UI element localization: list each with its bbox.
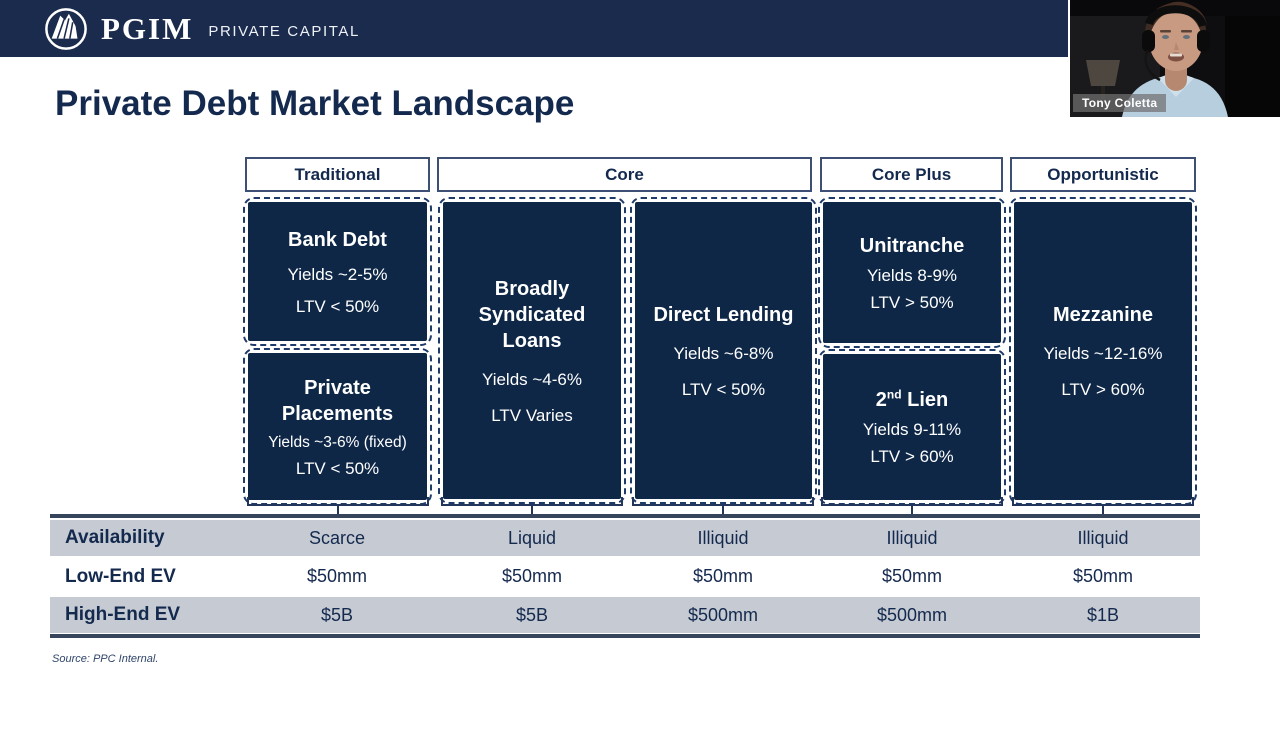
category-label: Core	[605, 164, 644, 184]
table-row-high-end-ev: High-End EV $5B $5B $500mm $500mm $1B	[50, 597, 1200, 633]
cell-availability-opportunistic: Illiquid	[1077, 527, 1129, 548]
box-mezzanine: Mezzanine Yields ~12-16% LTV > 60%	[1009, 197, 1197, 505]
box-ltv: LTV < 50%	[295, 458, 380, 478]
connector-bracket	[441, 497, 623, 506]
category-header-core: Core	[437, 157, 812, 192]
cell-low-ev-opportunistic: $50mm	[1072, 566, 1134, 586]
cell-low-ev-bsl: $50mm	[501, 566, 563, 586]
cell-high-ev-bsl: $5B	[515, 604, 549, 625]
connector-bracket	[247, 497, 429, 506]
table-row-availability: Availability Scarce Liquid Illiquid Illi…	[50, 520, 1200, 556]
category-label: Opportunistic	[1047, 164, 1159, 184]
box-title: Unitranche	[859, 234, 965, 257]
box-ltv: LTV > 50%	[870, 292, 954, 312]
box-ltv: LTV < 50%	[295, 296, 380, 316]
connector-stem	[337, 506, 339, 516]
header-bar: PGIM PRIVATE CAPITAL	[0, 0, 1068, 57]
box-direct-lending: Direct Lending Yields ~6-8% LTV < 50%	[630, 197, 817, 504]
table-row-low-end-ev: Low-End EV $50mm $50mm $50mm $50mm $50mm	[50, 558, 1200, 595]
box-bank-debt: Bank Debt Yields ~2-5% LTV < 50%	[243, 197, 432, 346]
box-ltv: LTV Varies	[491, 405, 573, 425]
box-broadly-syndicated-loans: Broadly Syndicated Loans Yields ~4-6% LT…	[438, 197, 626, 504]
connector-stem	[911, 506, 913, 516]
pgim-logo: PGIM PRIVATE CAPITAL	[44, 7, 360, 51]
box-title: Mezzanine	[1052, 304, 1154, 326]
category-label: Core Plus	[871, 164, 952, 184]
box-yields: Yields ~3-6% (fixed)	[268, 433, 407, 451]
table-top-border	[50, 514, 1200, 518]
row-label: High-End EV	[65, 604, 181, 625]
webcam-tile[interactable]: Tony Coletta	[1070, 0, 1280, 117]
box-title: 2nd Lien	[875, 387, 949, 411]
connector-bracket	[632, 497, 814, 506]
lamp-silhouette	[1086, 60, 1120, 86]
cell-low-ev-core-plus: $50mm	[881, 566, 943, 586]
box-private-placements: Private Placements Yields ~3-6% (fixed) …	[243, 348, 432, 505]
cell-low-ev-traditional: $50mm	[306, 566, 368, 586]
box-ltv: LTV < 50%	[681, 379, 766, 399]
cell-availability-traditional: Scarce	[308, 527, 366, 548]
category-header-opportunistic: Opportunistic	[1010, 157, 1196, 192]
participant-name-badge: Tony Coletta	[1073, 94, 1167, 112]
cell-high-ev-traditional: $5B	[320, 604, 354, 625]
cell-availability-direct-lending: Illiquid	[697, 527, 749, 548]
box-yields: Yields 9-11%	[862, 420, 962, 439]
cell-availability-core-plus: Illiquid	[886, 527, 938, 548]
brand-suffix-text: PRIVATE CAPITAL	[208, 22, 360, 40]
cell-availability-bsl: Liquid	[507, 527, 557, 548]
box-ltv: LTV > 60%	[870, 447, 954, 466]
cell-low-ev-direct-lending: $50mm	[692, 566, 754, 586]
brand-text: PGIM	[101, 10, 194, 46]
box-title: Bank Debt	[288, 228, 387, 251]
box-title: Broadly Syndicated Loans	[478, 277, 586, 352]
box-yields: Yields ~2-5%	[287, 264, 388, 284]
category-header-traditional: Traditional	[245, 157, 430, 192]
row-label: Availability	[65, 527, 165, 548]
cell-high-ev-core-plus: $500mm	[876, 604, 948, 625]
connector-stem	[531, 506, 533, 516]
table-bottom-border	[50, 634, 1200, 638]
source-note: Source: PPC Internal.	[52, 653, 159, 665]
prudential-rock-icon	[45, 7, 87, 50]
box-yields: Yields ~6-8%	[673, 343, 774, 363]
box-second-lien: 2nd Lien Yields 9-11% LTV > 60%	[818, 349, 1006, 505]
box-ltv: LTV > 60%	[1061, 380, 1145, 399]
box-unitranche: Unitranche Yields 8-9% LTV > 50%	[818, 197, 1006, 348]
headphones-icon	[1145, 5, 1207, 28]
row-label: Low-End EV	[65, 565, 176, 587]
category-label: Traditional	[294, 164, 381, 184]
connector-bracket	[821, 497, 1003, 506]
connector-stem	[1102, 506, 1104, 516]
cell-high-ev-opportunistic: $1B	[1086, 604, 1120, 625]
box-yields: Yields ~12-16%	[1043, 344, 1163, 363]
box-yields: Yields 8-9%	[866, 265, 958, 285]
category-header-core-plus: Core Plus	[820, 157, 1003, 192]
box-title: Private Placements	[281, 376, 394, 425]
box-yields: Yields ~4-6%	[481, 369, 582, 389]
box-title: Direct Lending	[653, 303, 794, 326]
connector-stem	[722, 506, 724, 516]
slide-title: Private Debt Market Landscape	[55, 84, 575, 123]
cell-high-ev-direct-lending: $500mm	[687, 604, 759, 625]
connector-bracket	[1012, 497, 1194, 506]
